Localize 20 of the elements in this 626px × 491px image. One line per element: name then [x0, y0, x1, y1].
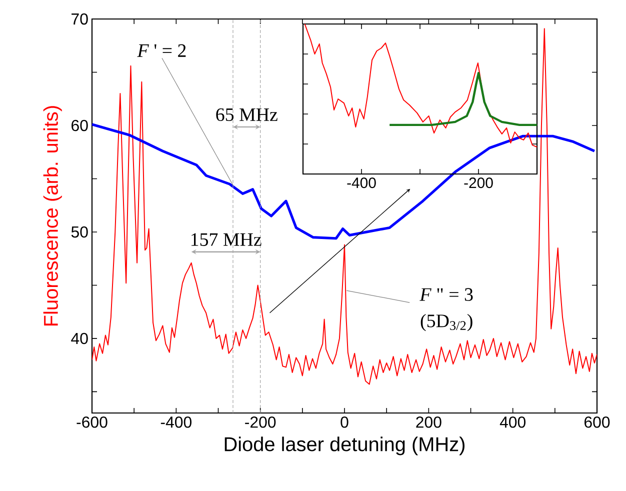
x-tick-label: 0 [340, 416, 348, 428]
x-tick-label: -600 [76, 416, 108, 428]
x-tick-label: -400 [160, 416, 192, 428]
y-tick-label: 70 [72, 13, 88, 25]
y-tick-label: 40 [71, 332, 88, 344]
y-tick-label: 60 [72, 120, 88, 132]
annotation: F ' = 2 [137, 44, 186, 57]
annotation: 157 MHz [191, 233, 262, 246]
y-tick-label: 50 [71, 226, 88, 238]
x-tick-label: -200 [245, 416, 276, 428]
annotation: (5D$_{3/2}$) [420, 314, 472, 332]
x-tick-label: -400 [347, 178, 376, 188]
annotation: F " = 3 [420, 288, 473, 301]
x-tick-label: 600 [584, 416, 610, 428]
x-tick-label: 200 [416, 416, 442, 428]
x-tick-label: 400 [500, 416, 526, 428]
y-axis-title: Fluorescence (arb. units) [43, 106, 62, 326]
x-tick-label: -200 [464, 178, 493, 188]
x-axis-title: Diode laser detuning (MHz) [224, 436, 464, 456]
annotation: 65 MHz [216, 108, 278, 122]
